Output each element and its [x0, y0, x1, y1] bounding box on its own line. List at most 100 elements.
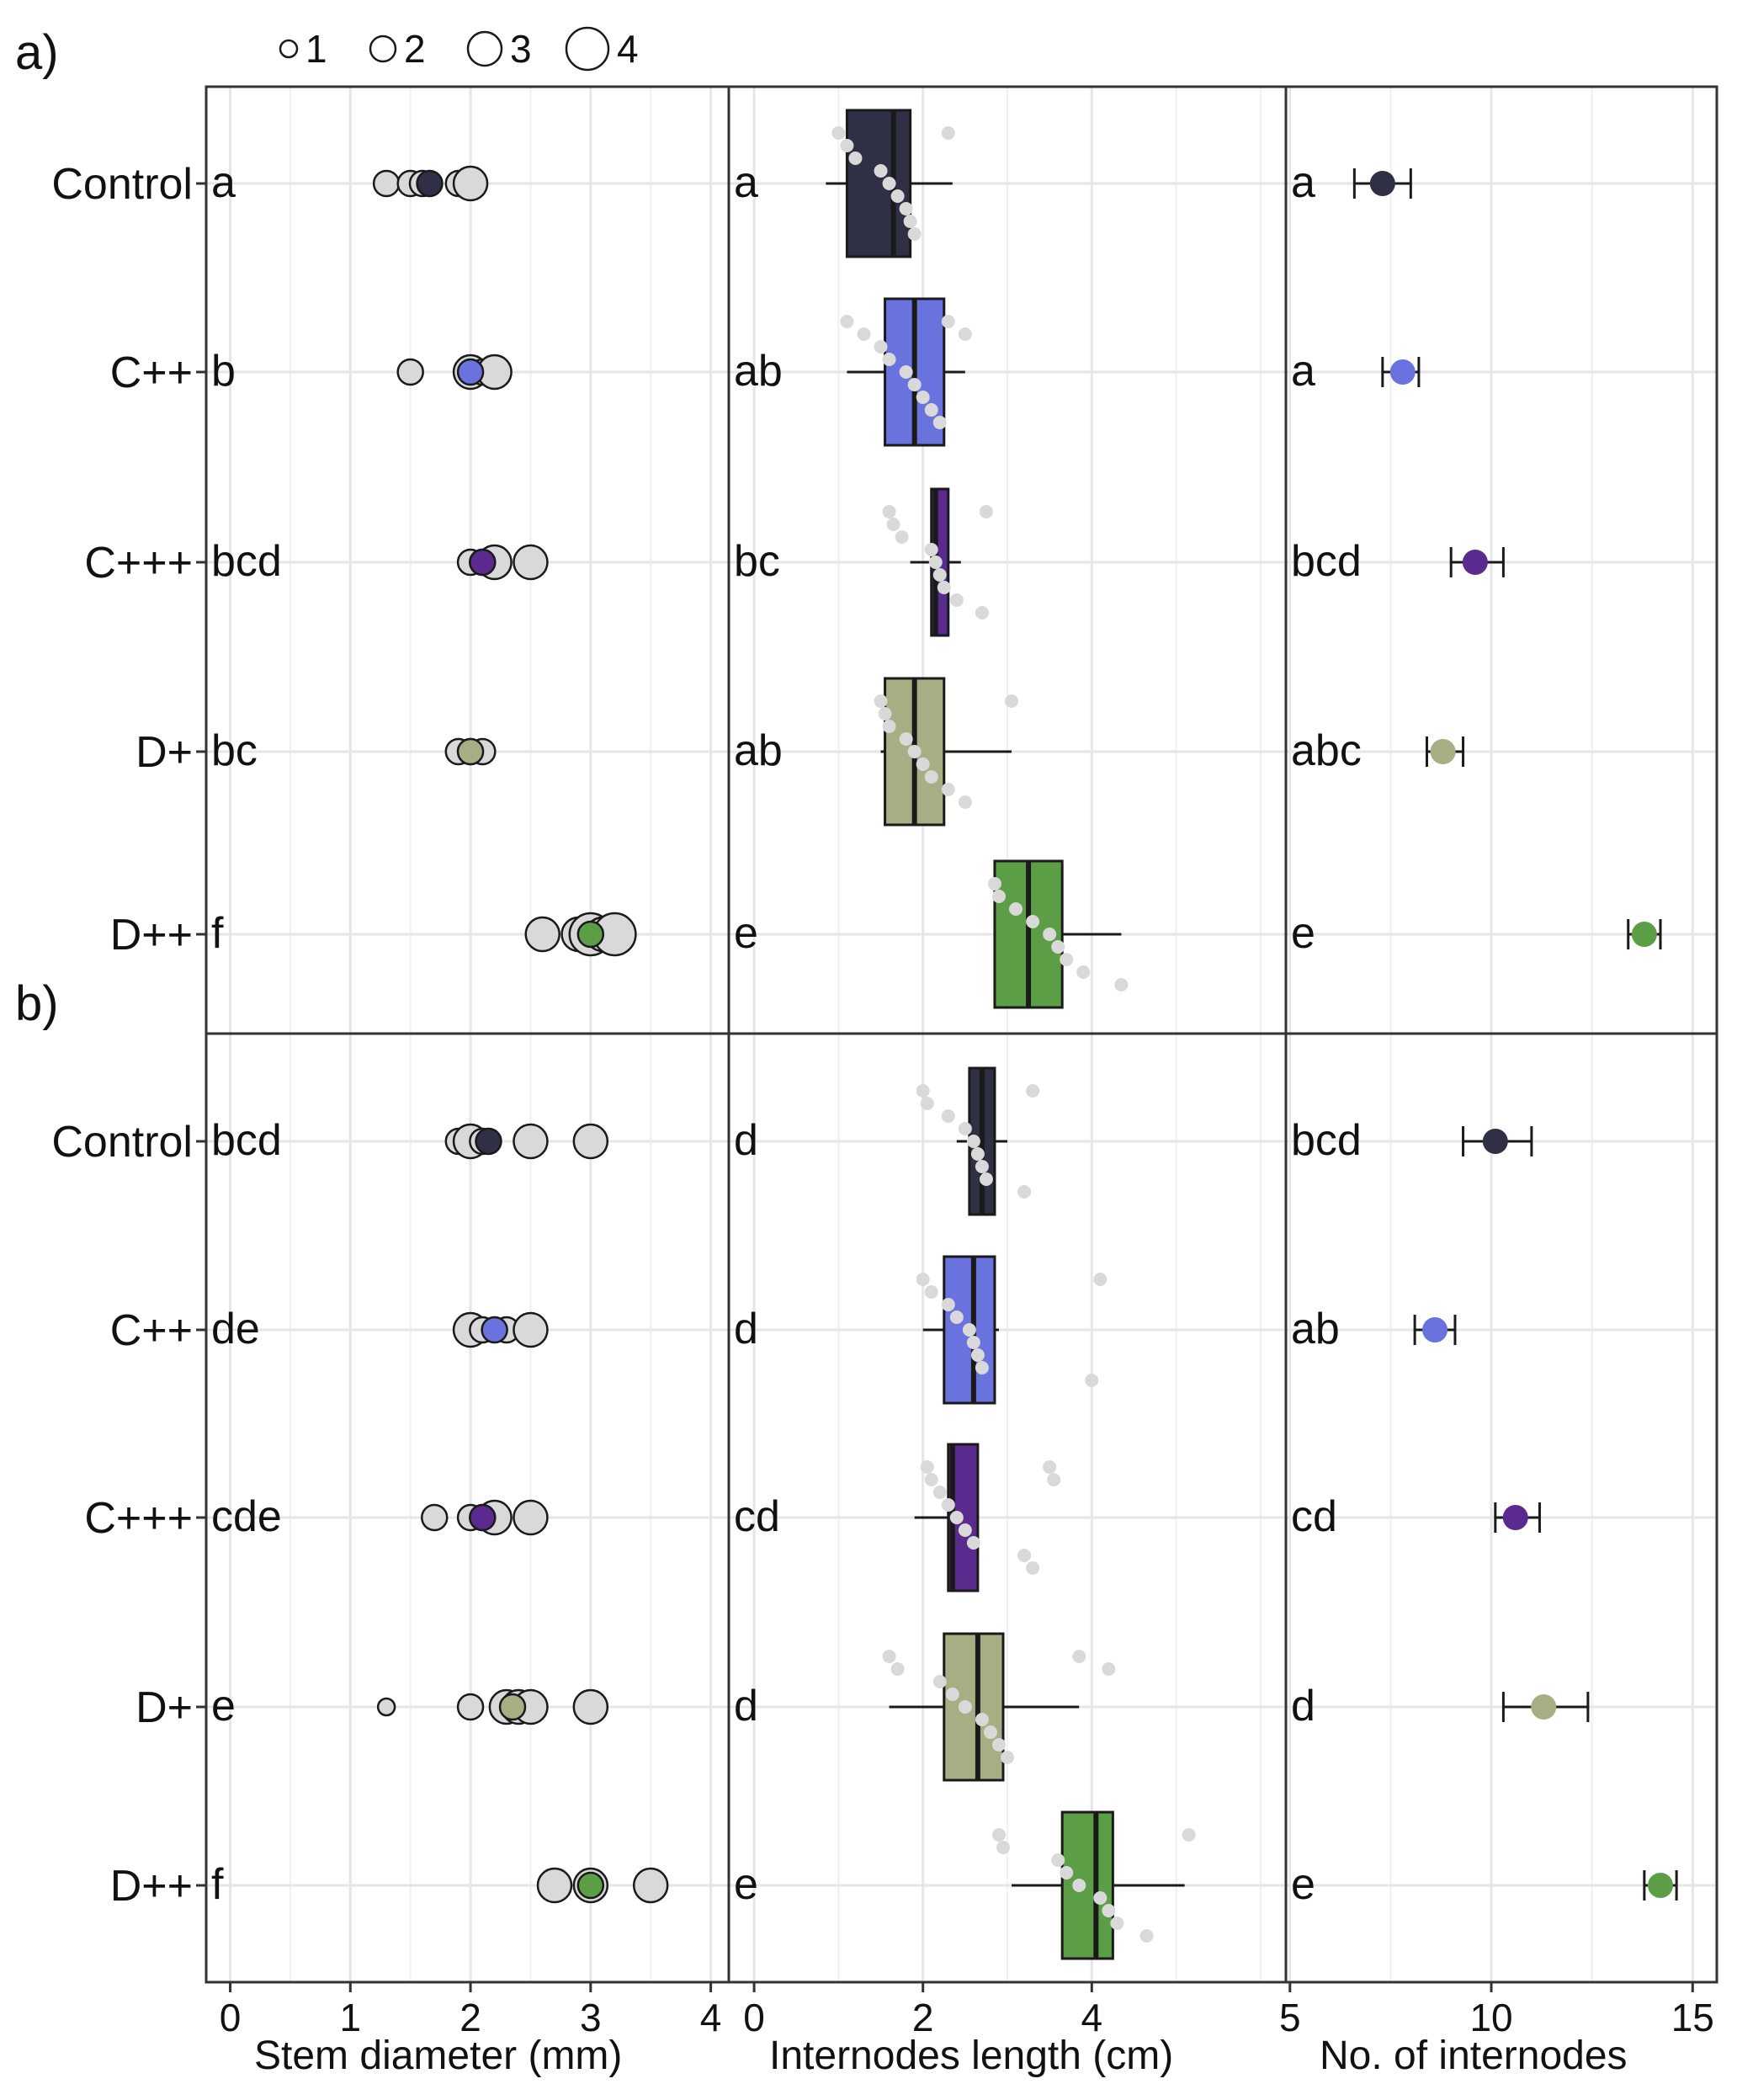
- legend-size-circle: [279, 39, 299, 59]
- internode-point: [907, 378, 922, 391]
- internode-letter-cpp: ab: [734, 347, 783, 396]
- x-tick-label-internode: 4: [1081, 1996, 1103, 2039]
- legend-size-label: 2: [404, 27, 426, 71]
- internode-point: [932, 568, 947, 582]
- y-tick-label-dp: D+: [135, 1683, 193, 1732]
- count-mean-cppp: [1502, 1505, 1528, 1530]
- stem-point: [572, 1123, 609, 1160]
- internode-point: [1043, 928, 1057, 941]
- internode-point: [962, 1323, 976, 1337]
- count-mean-cpp: [1389, 359, 1416, 385]
- internode-point: [1110, 1917, 1124, 1930]
- internode-point: [1060, 1866, 1074, 1879]
- stem-mean-cppp: [469, 1503, 497, 1532]
- internode-point: [1139, 1929, 1154, 1943]
- internode-point: [916, 1273, 930, 1286]
- count-mean-dpp: [1648, 1873, 1674, 1898]
- internode-letter-dpp: e: [734, 1860, 758, 1909]
- internode-letter-cppp: bc: [734, 537, 780, 586]
- internode-point: [899, 365, 913, 379]
- panel-label-a: a): [15, 25, 59, 80]
- stem-letter-cpp: b: [211, 347, 236, 396]
- internode-point: [1102, 1904, 1116, 1917]
- internode-point: [907, 745, 922, 758]
- x-tick-label-stem: 2: [459, 1996, 481, 2039]
- frame-layer: [196, 85, 1718, 1992]
- stem-mean-dpp: [576, 920, 605, 949]
- text-layer: a) b) Stem diameter (mm) Internodes leng…: [15, 25, 1714, 2078]
- internode-point: [958, 1700, 972, 1714]
- internode-point: [949, 1511, 964, 1524]
- internode-point: [1026, 1084, 1040, 1098]
- internode-point: [890, 189, 905, 203]
- internode-point: [882, 177, 896, 190]
- stem-point: [513, 1123, 549, 1160]
- internode-point: [1114, 978, 1129, 992]
- internode-point: [882, 1650, 896, 1663]
- internode-point: [958, 1122, 972, 1135]
- internode-point: [1009, 902, 1023, 916]
- internode-point: [1076, 965, 1091, 979]
- stem-letter-cpp: de: [211, 1305, 260, 1353]
- internode-point: [857, 327, 871, 341]
- y-tick-label-cpp: C++: [110, 348, 193, 397]
- internode-point: [941, 315, 955, 328]
- stem-point: [456, 1693, 485, 1721]
- y-tick-label-cppp: C+++: [84, 1494, 193, 1543]
- internode-point: [1085, 1374, 1099, 1387]
- panel-label-b: b): [15, 976, 59, 1031]
- internode-point: [920, 1097, 934, 1110]
- internode-point: [1026, 915, 1040, 928]
- internode-point: [924, 1473, 938, 1486]
- y-tick-label-dp: D+: [135, 728, 193, 777]
- legend-size-circle: [466, 30, 503, 67]
- internode-letter-control: a: [734, 158, 758, 207]
- internode-point: [937, 581, 951, 594]
- internode-point: [895, 530, 909, 544]
- x-tick-label-internode: 2: [912, 1996, 934, 2039]
- internode-point: [970, 1348, 985, 1362]
- internode-point: [966, 1135, 980, 1148]
- stem-letter-control: a: [211, 158, 236, 207]
- count-letter-cppp: bcd: [1291, 537, 1362, 586]
- internode-point: [991, 1828, 1006, 1842]
- internode-point: [1093, 1273, 1108, 1286]
- count-mean-control: [1482, 1129, 1508, 1154]
- internode-point: [1051, 940, 1065, 954]
- internode-point: [975, 1713, 989, 1726]
- internode-point: [928, 556, 943, 569]
- x-tick-label-count: 5: [1279, 1996, 1301, 2039]
- count-letter-control: a: [1291, 158, 1315, 207]
- internode-point: [932, 1486, 947, 1499]
- internode-point: [966, 1536, 980, 1550]
- count-mean-control: [1369, 171, 1395, 196]
- internode-point: [991, 890, 1006, 903]
- x-axis-label-count: No. of internodes: [1320, 2034, 1628, 2078]
- internode-point: [987, 877, 1001, 891]
- internode-point: [920, 1460, 934, 1474]
- stem-letter-dp: e: [211, 1682, 236, 1731]
- x-tick-label-stem: 1: [340, 1996, 362, 2039]
- internode-point: [958, 795, 972, 809]
- y-tick-label-control: Control: [51, 160, 193, 209]
- legend-size-label: 1: [305, 27, 327, 71]
- internode-point: [924, 770, 938, 784]
- internode-point: [970, 1147, 985, 1161]
- x-tick-label-count: 15: [1671, 1996, 1714, 2039]
- internode-point: [882, 505, 896, 518]
- stem-mean-control: [475, 1127, 502, 1156]
- count-mean-cpp: [1422, 1317, 1448, 1342]
- x-axis-label-stem: Stem diameter (mm): [254, 2034, 622, 2078]
- internode-point: [1017, 1185, 1032, 1199]
- stem-point: [372, 169, 401, 198]
- stem-mean-cpp: [456, 358, 485, 386]
- internode-point: [941, 1109, 955, 1123]
- internode-point: [975, 606, 989, 619]
- internode-point: [1043, 1460, 1057, 1474]
- stem-mean-control: [416, 169, 444, 198]
- internode-point: [979, 1172, 993, 1186]
- internode-point: [874, 340, 888, 354]
- internode-point: [958, 1523, 972, 1537]
- internode-letter-control: d: [734, 1116, 758, 1165]
- internode-point: [1072, 1650, 1086, 1663]
